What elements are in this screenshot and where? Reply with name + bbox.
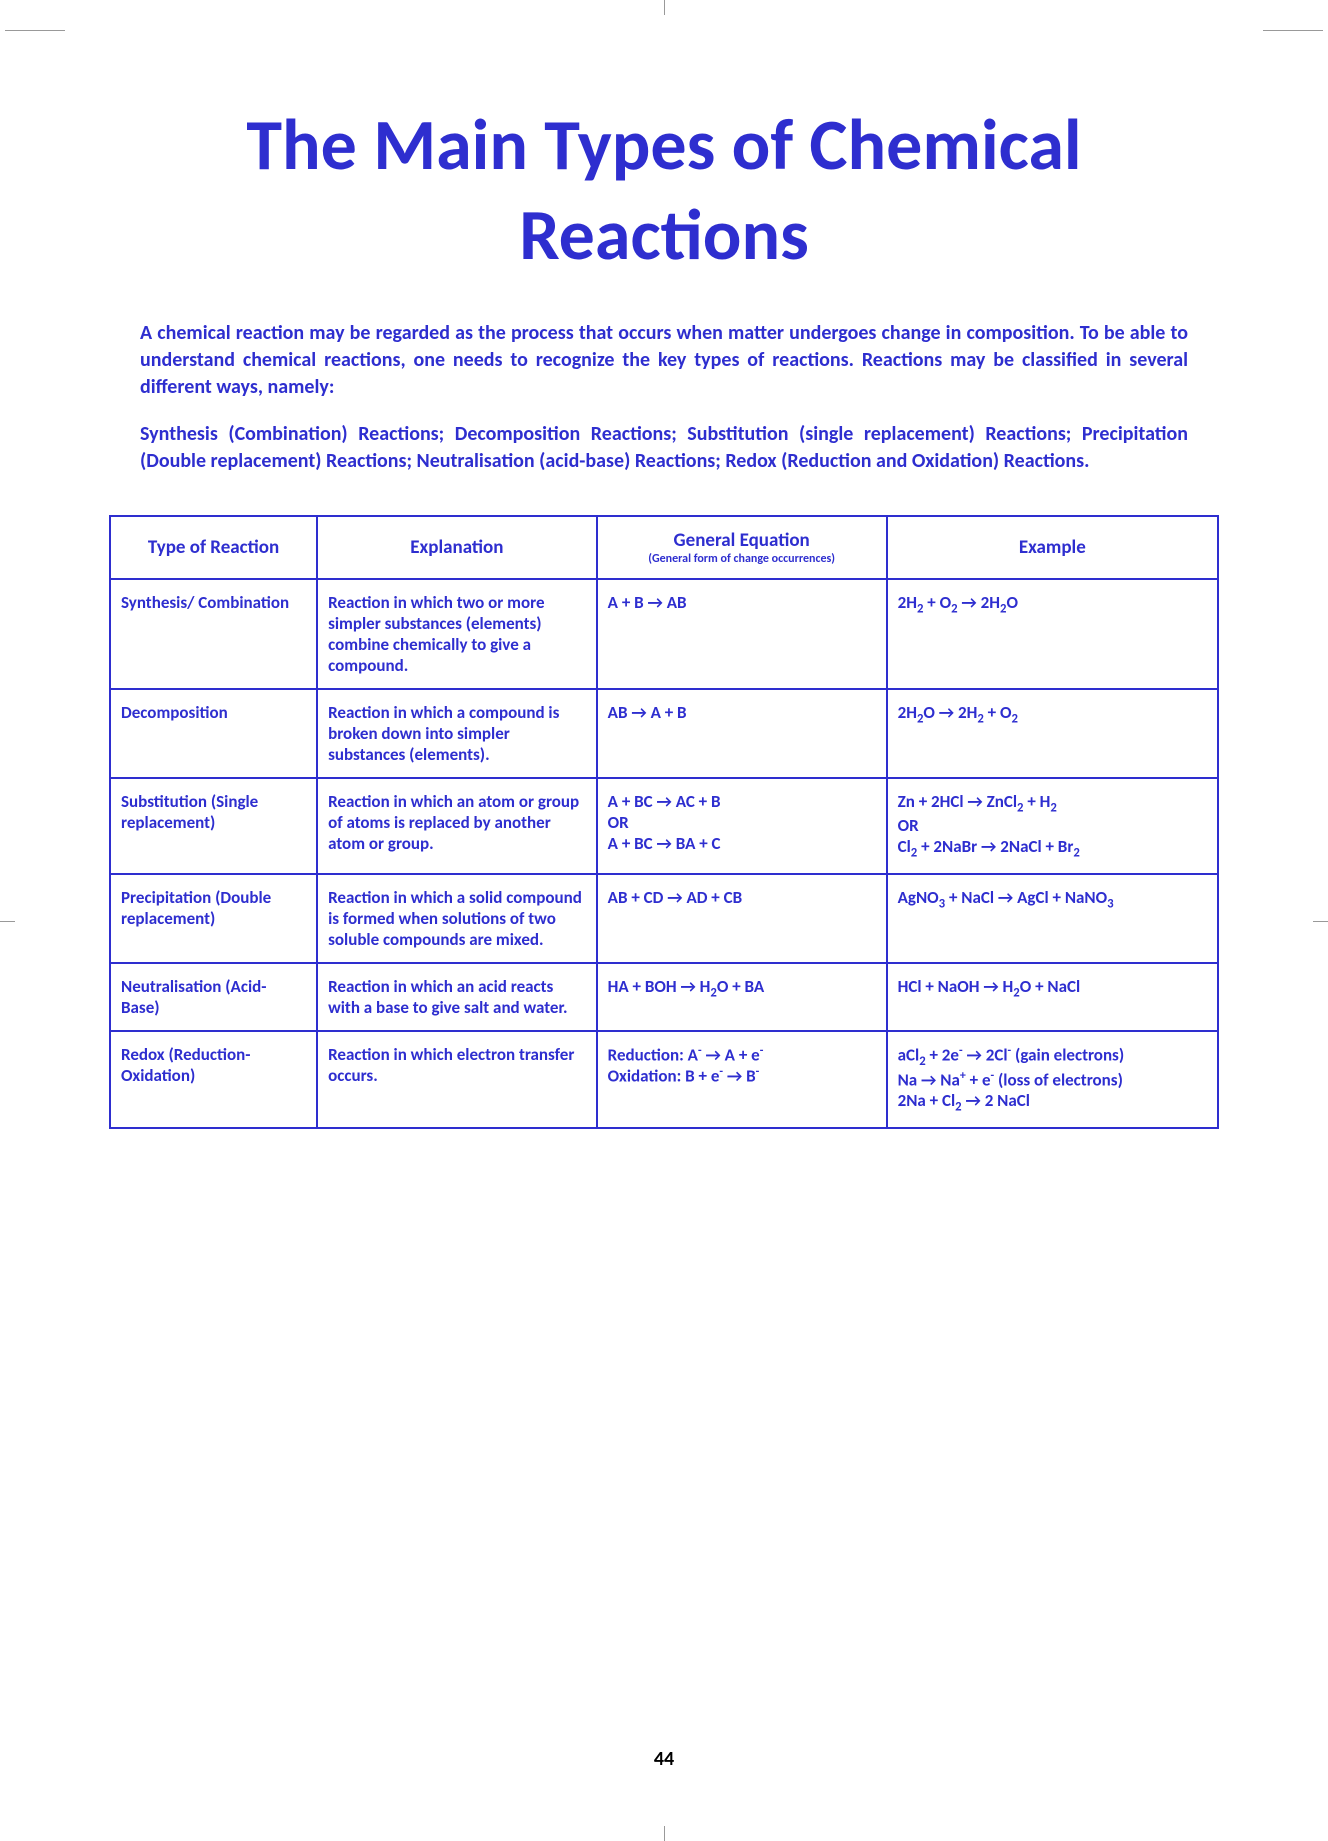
cell-equation: A + B → AB — [597, 579, 887, 689]
column-header: Example — [887, 516, 1218, 579]
crop-mark — [664, 0, 665, 15]
column-subheader-label: (General form of change occurrences) — [608, 552, 876, 566]
table-row: Substitution (Single replacement)Reactio… — [110, 778, 1218, 874]
cell-example: aCl2 + 2e- → 2Cl- (gain electrons)Na → N… — [887, 1031, 1218, 1128]
table-header-row: Type of Reaction Explanation General Equat… — [110, 516, 1218, 579]
crop-mark — [1313, 921, 1328, 922]
cell-type: Substitution (Single replacement) — [110, 778, 317, 874]
table-row: Precipitation (Double replacement)Reacti… — [110, 874, 1218, 963]
cell-equation: Reduction: A- → A + e-Oxidation: B + e- … — [597, 1031, 887, 1128]
column-header: Type of Reaction — [110, 516, 317, 579]
column-header-label: Explanation — [410, 536, 503, 559]
intro-paragraph-1: A chemical reaction may be regarded as t… — [140, 320, 1188, 401]
table-header: Type of Reaction Explanation General Equat… — [110, 516, 1218, 579]
cell-explanation: Reaction in which a solid compound is fo… — [317, 874, 597, 963]
cell-explanation: Reaction in which a compound is broken d… — [317, 689, 597, 778]
cell-example: Zn + 2HCl → ZnCl2 + H2ORCl2 + 2NaBr → 2N… — [887, 778, 1218, 874]
cell-explanation: Reaction in which electron transfer occu… — [317, 1031, 597, 1128]
crop-mark — [0, 921, 15, 922]
cell-type: Neutralisation (Acid- Base) — [110, 963, 317, 1031]
table-row: Synthesis/ CombinationReaction in which … — [110, 579, 1218, 689]
cell-example: AgNO3 + NaCl → AgCl + NaNO3 — [887, 874, 1218, 963]
cell-type: Precipitation (Double replacement) — [110, 874, 317, 963]
table-body: Synthesis/ CombinationReaction in which … — [110, 579, 1218, 1128]
column-header: Explanation — [317, 516, 597, 579]
cell-type: Synthesis/ Combination — [110, 579, 317, 689]
cell-type: Redox (Reduction-Oxidation) — [110, 1031, 317, 1128]
cell-equation: HA + BOH → H2O + BA — [597, 963, 887, 1031]
column-header-label: Type of Reaction — [148, 536, 279, 559]
table-row: Redox (Reduction-Oxidation)Reaction in w… — [110, 1031, 1218, 1128]
table-row: DecompositionReaction in which a compoun… — [110, 689, 1218, 778]
cell-explanation: Reaction in which an acid reacts with a … — [317, 963, 597, 1031]
reactions-table: Type of Reaction Explanation General Equat… — [109, 515, 1219, 1129]
cell-equation: A + BC → AC + BORA + BC → BA + C — [597, 778, 887, 874]
column-header-label: Example — [1019, 536, 1086, 559]
cell-example: HCl + NaOH → H2O + NaCl — [887, 963, 1218, 1031]
crop-mark — [664, 1826, 665, 1841]
cell-equation: AB → A + B — [597, 689, 887, 778]
table-row: Neutralisation (Acid- Base)Reaction in w… — [110, 963, 1218, 1031]
column-header-label: General Equation — [674, 529, 810, 552]
cell-explanation: Reaction in which an atom or group of at… — [317, 778, 597, 874]
crop-mark — [1263, 30, 1323, 31]
page-number: 44 — [0, 1747, 1328, 1771]
crop-mark — [5, 30, 65, 31]
cell-example: 2H2O → 2H2 + O2 — [887, 689, 1218, 778]
intro-paragraph-2: Synthesis (Combination) Reactions; Decom… — [140, 421, 1188, 475]
document-page: The Main Types of Chemical Reactions A c… — [0, 0, 1328, 1841]
cell-explanation: Reaction in which two or more simpler su… — [317, 579, 597, 689]
column-header: General Equation(General form of change … — [597, 516, 887, 579]
cell-type: Decomposition — [110, 689, 317, 778]
cell-equation: AB + CD → AD + CB — [597, 874, 887, 963]
cell-example: 2H2 + O2 → 2H2O — [887, 579, 1218, 689]
page-title: The Main Types of Chemical Reactions — [100, 100, 1228, 280]
